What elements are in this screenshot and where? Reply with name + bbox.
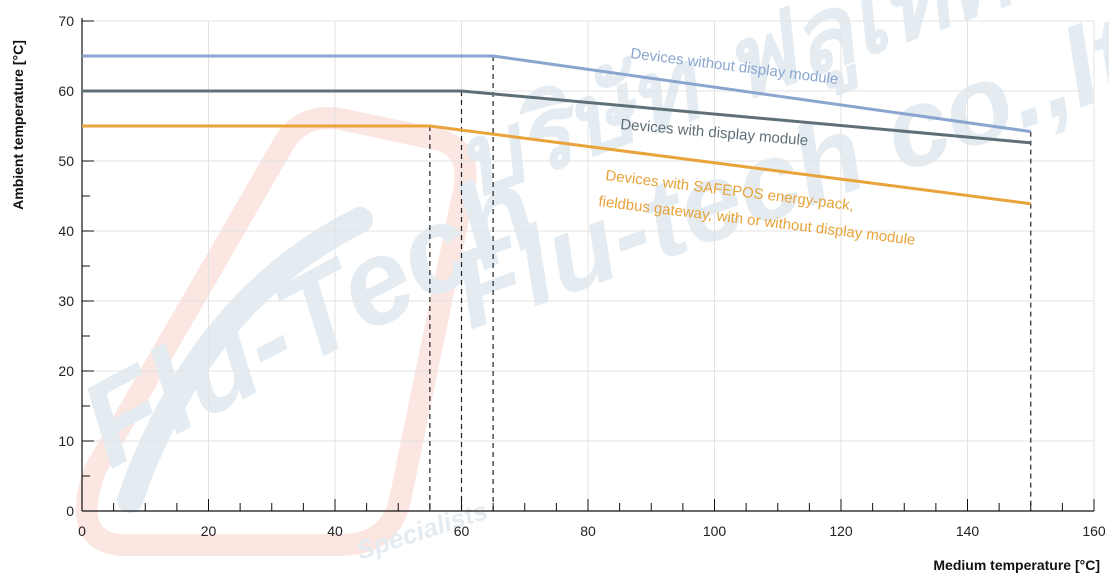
y-tick-label: 40 <box>58 223 74 239</box>
y-tick-label: 30 <box>58 293 74 309</box>
axes: 0 20 40 60 80 100 120 140 160 0 10 20 30 40 50 60 70 <box>58 13 1105 539</box>
watermark: Flu-Tech Flu-tech co.,ltd. บริษัท ฟลูเทค… <box>59 0 1109 566</box>
y-axis-label: Ambient temperature [°C] <box>10 40 26 210</box>
x-tick-label: 60 <box>454 523 470 539</box>
series-line-1 <box>82 89 1031 145</box>
y-tick-label: 10 <box>58 433 74 449</box>
x-tick-label: 80 <box>580 523 596 539</box>
y-tick-label: 0 <box>66 503 74 519</box>
x-tick-label: 0 <box>78 523 86 539</box>
y-tick-label: 60 <box>58 83 74 99</box>
x-tick-label: 20 <box>201 523 217 539</box>
y-tick-label: 50 <box>58 153 74 169</box>
x-axis-label: Medium temperature [°C] <box>933 557 1100 573</box>
x-tick-label: 100 <box>703 523 727 539</box>
series-group <box>82 54 1031 206</box>
x-tick-label: 40 <box>327 523 343 539</box>
x-tick-label: 140 <box>956 523 980 539</box>
x-tick-label: 160 <box>1082 523 1106 539</box>
watermark-tagline: Specialists <box>353 495 491 566</box>
watermark-frame <box>75 107 477 556</box>
reference-lines <box>429 56 1032 511</box>
series-line-2 <box>82 124 1031 206</box>
y-tick-label: 70 <box>58 13 74 29</box>
y-tick-label: 20 <box>58 363 74 379</box>
x-tick-label: 120 <box>829 523 853 539</box>
series-line-0 <box>82 54 1031 134</box>
watermark-swoosh <box>117 207 373 513</box>
